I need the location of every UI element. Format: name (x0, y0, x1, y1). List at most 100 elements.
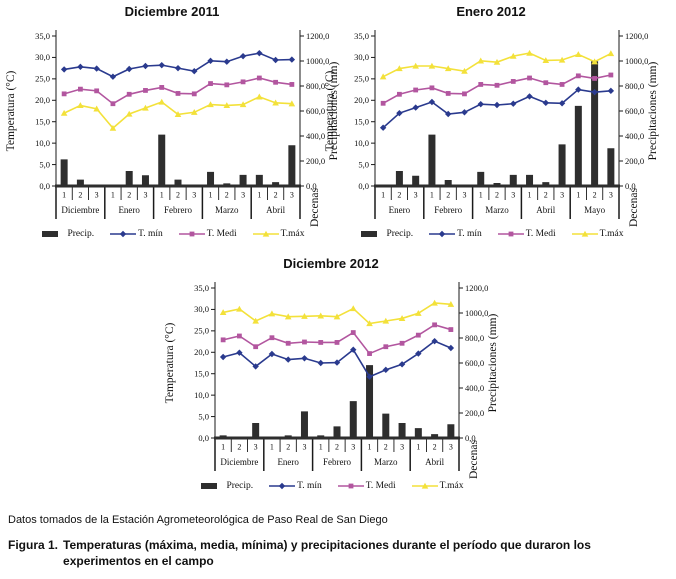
legend-swatch-precip-icon (42, 231, 59, 237)
svg-text:400,0: 400,0 (306, 131, 325, 141)
legend-swatch-precip-icon (201, 483, 218, 489)
svg-text:Enero: Enero (277, 457, 299, 467)
svg-text:35,0: 35,0 (354, 31, 369, 41)
svg-text:0,0: 0,0 (306, 181, 317, 191)
svg-text:600,0: 600,0 (306, 106, 325, 116)
chart-diciembre-2011: Diciembre 2011 0,0 5,0 10,0 15,0 20,0 25,0 30,… (4, 4, 340, 239)
legend-label-precip: Precip. (386, 229, 414, 239)
svg-text:10,0: 10,0 (194, 390, 209, 400)
x-axis: 1 2 3 1 2 3 1 2 3 1 2 3 1 2 3 Diciembre Enero Febrero Marz… (214, 439, 460, 471)
y-left-axis-title: Temperatura (°C) (324, 70, 336, 151)
legend-swatch-t-max-icon (252, 230, 279, 237)
svg-text:1: 1 (209, 191, 213, 200)
svg-text:3: 3 (414, 191, 418, 200)
svg-text:20,0: 20,0 (354, 95, 369, 105)
legend-label-t-min: T. mín (297, 481, 322, 491)
legend-swatch-t-medi-icon (178, 231, 205, 237)
svg-text:2: 2 (225, 191, 229, 200)
svg-text:3: 3 (462, 191, 466, 200)
svg-text:2: 2 (593, 191, 597, 200)
svg-text:1: 1 (62, 191, 66, 200)
figure-caption-text: Temperaturas (máxima, media, mínima) y p… (63, 538, 591, 569)
svg-text:1: 1 (257, 191, 261, 200)
chart-title: Diciembre 2011 (124, 4, 220, 19)
svg-text:400,0: 400,0 (625, 131, 644, 141)
legend-item-t-min: T. mín (269, 481, 322, 491)
svg-text:2: 2 (127, 191, 131, 200)
svg-text:3: 3 (241, 191, 245, 200)
svg-text:800,0: 800,0 (465, 333, 484, 343)
axes: 0,0 5,0 10,0 15,0 20,0 25,0 30,0 35,0 0,0 200,0 40… (194, 282, 488, 443)
svg-text:2: 2 (176, 191, 180, 200)
svg-text:2: 2 (286, 443, 290, 452)
figure-caption: Figura 1. Temperaturas (máxima, media, m… (8, 537, 670, 569)
svg-text:1: 1 (160, 191, 164, 200)
series-t-medi (220, 322, 454, 356)
svg-text:Febrero: Febrero (323, 457, 351, 467)
chart-title: Diciembre 2012 (283, 256, 379, 271)
svg-text:2: 2 (78, 191, 82, 200)
y-right-axis-title: Precipitaciones (mm) (647, 61, 659, 160)
svg-text:0,0: 0,0 (39, 181, 50, 191)
svg-text:5,0: 5,0 (198, 411, 209, 421)
svg-text:2: 2 (446, 191, 450, 200)
svg-text:1: 1 (479, 191, 483, 200)
chart-legend: Precip. T. mín T. Medi T.máx (163, 481, 499, 491)
svg-text:10,0: 10,0 (35, 138, 50, 148)
series-t-max (379, 49, 615, 80)
legend-item-t-min: T. mín (110, 229, 163, 239)
svg-text:3: 3 (511, 191, 515, 200)
figure-source-note: Datos tomados de la Estación Agrometeoro… (8, 514, 388, 526)
svg-text:3: 3 (449, 443, 453, 452)
svg-text:Enero: Enero (389, 205, 411, 215)
x-axis: 1 2 3 1 2 3 1 2 3 1 2 3 1 2 3 Diciembre Enero Febrero Marz… (55, 187, 301, 219)
legend-item-t-min: T. mín (429, 229, 482, 239)
svg-text:1: 1 (368, 443, 372, 452)
series-t-max (60, 93, 296, 131)
axes: 0,0 5,0 10,0 15,0 20,0 25,0 30,0 35,0 0,0 200,0 40… (35, 30, 329, 191)
svg-text:3: 3 (290, 191, 294, 200)
precip-bars (219, 365, 455, 438)
svg-text:0,0: 0,0 (465, 433, 476, 443)
chart-title: Enero 2012 (456, 4, 526, 19)
svg-text:1: 1 (319, 443, 323, 452)
legend-swatch-t-min-icon (429, 230, 456, 238)
svg-text:200,0: 200,0 (625, 156, 644, 166)
legend-swatch-t-max-icon (411, 482, 438, 489)
legend-item-t-max: T.máx (571, 229, 624, 239)
svg-text:Marzo: Marzo (374, 457, 398, 467)
legend-label-t-medi: T. Medi (206, 229, 237, 239)
svg-text:25,0: 25,0 (35, 74, 50, 84)
svg-text:3: 3 (400, 443, 404, 452)
legend-swatch-t-min-icon (110, 230, 137, 238)
axes: 0,0 5,0 10,0 15,0 20,0 25,0 30,0 35,0 0,0 200,0 40… (354, 30, 648, 191)
svg-text:20,0: 20,0 (35, 95, 50, 105)
x-axis-title: Decenas (628, 188, 640, 227)
svg-text:2: 2 (237, 443, 241, 452)
legend-label-precip: Precip. (226, 481, 254, 491)
svg-text:1200,0: 1200,0 (306, 31, 329, 41)
svg-text:Mayo: Mayo (584, 205, 605, 215)
svg-text:1: 1 (381, 191, 385, 200)
legend-label-t-max: T.máx (439, 481, 464, 491)
figure-caption-label: Figura 1. (8, 538, 59, 552)
svg-text:30,0: 30,0 (354, 52, 369, 62)
svg-text:Diciembre: Diciembre (61, 205, 99, 215)
y-right-axis-title: Precipitaciones (mm) (487, 313, 499, 412)
svg-text:30,0: 30,0 (194, 304, 209, 314)
svg-text:0,0: 0,0 (198, 433, 209, 443)
svg-text:25,0: 25,0 (354, 74, 369, 84)
svg-text:3: 3 (143, 191, 147, 200)
legend-label-precip: Precip. (67, 229, 95, 239)
svg-text:1000,0: 1000,0 (625, 56, 648, 66)
svg-text:1: 1 (111, 191, 115, 200)
svg-text:Febrero: Febrero (164, 205, 192, 215)
svg-text:Marzo: Marzo (215, 205, 239, 215)
legend-item-t-medi: T. Medi (178, 229, 237, 239)
svg-text:10,0: 10,0 (354, 138, 369, 148)
legend-label-t-medi: T. Medi (365, 481, 396, 491)
svg-text:800,0: 800,0 (625, 81, 644, 91)
svg-text:Abril: Abril (536, 205, 555, 215)
svg-text:3: 3 (560, 191, 564, 200)
svg-text:Marzo: Marzo (485, 205, 509, 215)
